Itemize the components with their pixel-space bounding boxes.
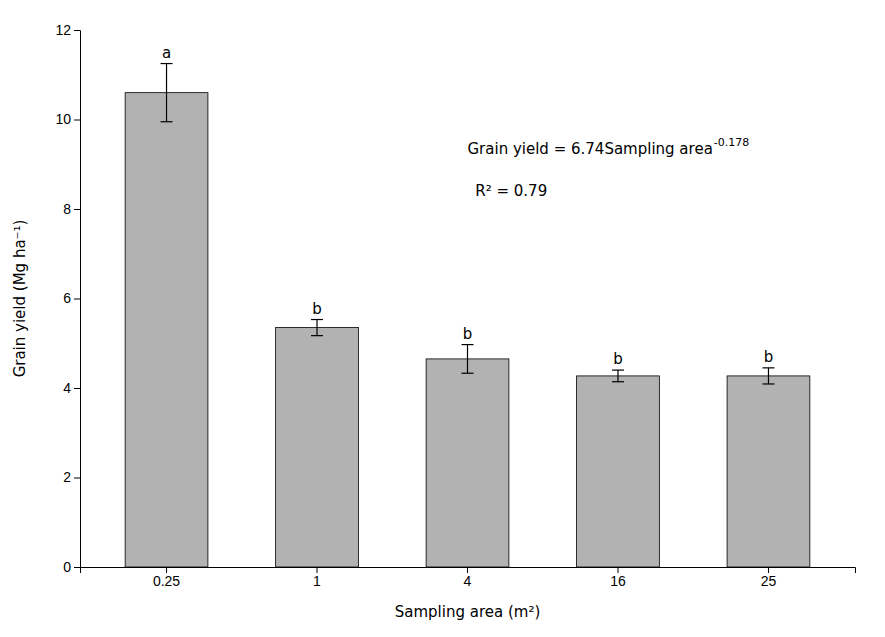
bar bbox=[276, 328, 359, 567]
sig-label: b bbox=[312, 300, 322, 318]
y-axis-title: Grain yield (Mg ha⁻¹) bbox=[11, 220, 29, 378]
x-tick-label: 25 bbox=[761, 573, 777, 589]
y-tick-label: 8 bbox=[63, 201, 71, 217]
y-tick-mark bbox=[74, 478, 80, 479]
y-tick-label: 12 bbox=[55, 22, 71, 38]
error-bar bbox=[762, 368, 774, 384]
sig-label: a bbox=[162, 44, 171, 62]
y-tick-label: 10 bbox=[55, 111, 71, 127]
y-tick: 4 bbox=[63, 380, 80, 396]
y-tick-mark bbox=[74, 567, 80, 568]
y-tick-mark bbox=[74, 209, 80, 210]
x-tick-label: 16 bbox=[610, 573, 626, 589]
error-bar bbox=[161, 64, 173, 122]
sig-label: b bbox=[764, 348, 774, 366]
error-bar-cap bbox=[161, 63, 173, 64]
y-tick: 10 bbox=[55, 111, 80, 127]
error-bar-cap bbox=[462, 373, 474, 374]
y-tick-mark bbox=[74, 388, 80, 389]
y-tick-label: 2 bbox=[63, 469, 71, 485]
x-tick-label: 1 bbox=[313, 573, 321, 589]
error-bar-stem bbox=[166, 64, 167, 122]
x-tick: 1 bbox=[313, 567, 321, 589]
sig-label: b bbox=[463, 325, 473, 343]
x-tick-label: 0.25 bbox=[153, 573, 180, 589]
annotation: R² = 0.79 bbox=[475, 182, 547, 200]
bar bbox=[125, 93, 208, 567]
x-tick: 4 bbox=[464, 567, 472, 589]
x-tick: 16 bbox=[610, 567, 626, 589]
error-bar-cap bbox=[311, 335, 323, 336]
error-bar-cap bbox=[762, 367, 774, 368]
error-bar-stem bbox=[316, 320, 317, 336]
error-bar-stem bbox=[617, 370, 618, 382]
y-tick: 12 bbox=[55, 22, 80, 38]
annotation-superscript: -0.178 bbox=[714, 136, 749, 149]
bar bbox=[577, 376, 660, 567]
error-bar-cap bbox=[462, 344, 474, 345]
error-bar-stem bbox=[467, 345, 468, 374]
x-axis-title: Sampling area (m²) bbox=[395, 603, 541, 621]
x-axis: 0.25 1 4 16 25 bbox=[81, 567, 856, 589]
error-bar-cap bbox=[612, 370, 624, 371]
chart: a b b b b 0.25 1 4 16 25 0 2 4 6 8 10 12 Sampling area (m… bbox=[0, 0, 885, 637]
error-bar-cap bbox=[311, 319, 323, 320]
y-tick-mark bbox=[74, 120, 80, 121]
error-bar-cap bbox=[161, 121, 173, 122]
y-tick-label: 4 bbox=[63, 380, 71, 396]
sig-labels: a b b b b bbox=[162, 44, 773, 369]
bar bbox=[727, 376, 810, 567]
error-bar bbox=[612, 370, 624, 382]
annotations: Grain yield = 6.74Sampling area-0.178 R² … bbox=[468, 136, 750, 201]
y-axis-line bbox=[74, 31, 81, 568]
x-tick: 0.25 bbox=[153, 567, 180, 589]
annotation: Grain yield = 6.74Sampling area bbox=[468, 140, 713, 158]
y-tick-label: 0 bbox=[63, 559, 71, 575]
y-tick: 0 bbox=[63, 559, 80, 575]
bar bbox=[426, 359, 509, 567]
error-bar bbox=[462, 345, 474, 374]
marks bbox=[125, 64, 810, 567]
plot-area: a b b b b 0.25 1 4 16 25 0 2 4 6 8 10 12 Sampling area (m… bbox=[11, 22, 856, 621]
error-bar-stem bbox=[768, 368, 769, 384]
x-tick: 25 bbox=[761, 567, 777, 589]
y-axis: 0 2 4 6 8 10 12 bbox=[55, 22, 80, 575]
error-bar-cap bbox=[762, 383, 774, 384]
y-tick: 8 bbox=[63, 201, 80, 217]
y-tick-mark bbox=[74, 299, 80, 300]
x-tick-label: 4 bbox=[464, 573, 472, 589]
error-bar bbox=[311, 320, 323, 336]
y-tick-mark bbox=[74, 30, 80, 31]
y-tick-label: 6 bbox=[63, 290, 71, 306]
sig-label: b bbox=[613, 350, 623, 368]
y-tick: 2 bbox=[63, 469, 80, 485]
y-tick: 6 bbox=[63, 290, 80, 306]
error-bar-cap bbox=[612, 381, 624, 382]
